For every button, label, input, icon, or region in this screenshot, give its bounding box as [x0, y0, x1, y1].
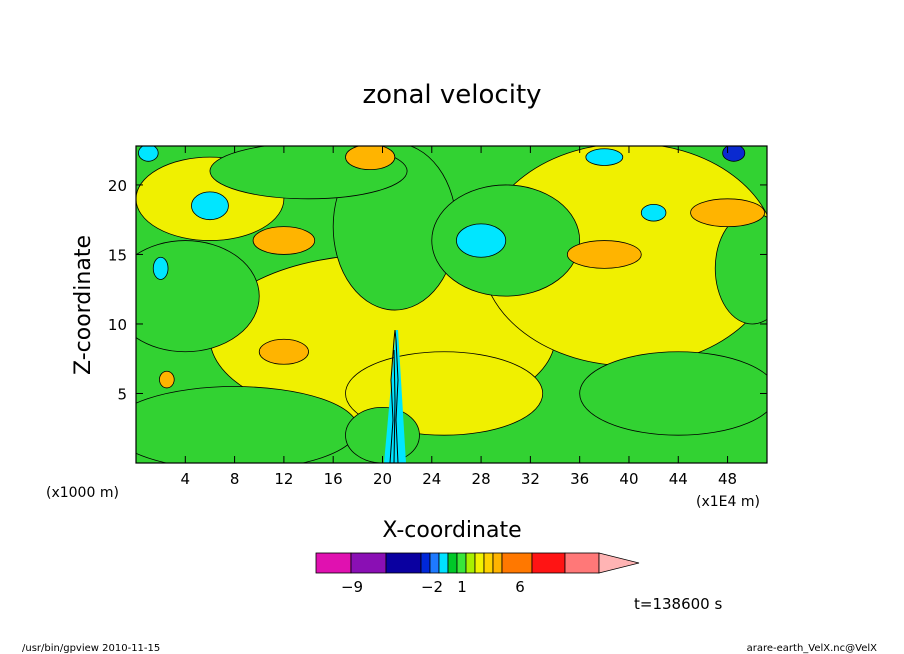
- contour-region-8: [579, 351, 767, 436]
- x-axis-title: X-coordinate: [382, 518, 521, 543]
- contour-region-18: [690, 198, 765, 228]
- jet-feature: [384, 329, 406, 463]
- y-axis: 5 10 15 20: [108, 177, 767, 403]
- contour-region-23: [159, 370, 175, 389]
- x-tick-label: 24: [422, 470, 441, 488]
- colorbar-segment: [350, 552, 387, 574]
- colorbar: −9 −2 1 6: [315, 552, 640, 596]
- colorbar-label: 6: [515, 578, 525, 596]
- x-tick-label: 44: [669, 470, 688, 488]
- contour-region-9: [714, 212, 767, 325]
- plot-area: [135, 145, 768, 464]
- x-axis: 4 8 12 16 20 24 28 32 36 40 44 48: [181, 146, 737, 488]
- x-tick-label: 8: [230, 470, 240, 488]
- colorbar-segment: [465, 552, 476, 574]
- colorbar-segment: [385, 552, 422, 574]
- colorbar-segment: [447, 552, 458, 574]
- colorbar-label: 1: [457, 578, 467, 596]
- colorbar-label: −9: [341, 578, 363, 596]
- contour-region-20: [566, 240, 642, 269]
- x-tick-label: 16: [324, 470, 343, 488]
- x-tick-label: 12: [274, 470, 293, 488]
- colorbar-extension: [598, 552, 640, 574]
- contour-region-11: [345, 406, 420, 463]
- x-tick-label: 36: [570, 470, 589, 488]
- contour-line: [394, 329, 399, 463]
- colorbar-segment: [474, 552, 485, 574]
- x-tick-label: 40: [619, 470, 638, 488]
- x-tick-label: 48: [718, 470, 737, 488]
- y-tick-label: 20: [108, 177, 127, 195]
- x-tick-label: 4: [181, 470, 191, 488]
- colorbar-segment: [438, 552, 449, 574]
- x-tick-label: 32: [521, 470, 540, 488]
- x-tick-label: 28: [472, 470, 491, 488]
- contour-region-22: [345, 146, 396, 171]
- plot-frame: [135, 145, 768, 464]
- contour-region-17: [138, 146, 159, 162]
- y-tick-label: 10: [108, 316, 127, 334]
- contour-line: [389, 329, 396, 463]
- source-footer: /usr/bin/gpview 2010-11-15: [22, 643, 160, 654]
- time-label: t=138600 s: [634, 595, 722, 613]
- colorbar-segment: [315, 552, 352, 574]
- contour-region-13: [191, 191, 229, 221]
- contour-region-19: [252, 226, 316, 255]
- y-unit-label: (x1000 m): [46, 485, 119, 501]
- contour-region-16: [640, 203, 667, 222]
- x-unit-label: (x1E4 m): [696, 494, 760, 510]
- y-tick-label: 5: [117, 385, 127, 403]
- contour-region-14: [152, 256, 169, 280]
- chart-title: zonal velocity: [362, 80, 541, 110]
- y-axis-title: Z-coordinate: [71, 235, 96, 375]
- file-footer: arare-earth_VelX.nc@VelX: [747, 643, 878, 654]
- contour-line: [393, 349, 396, 463]
- colorbar-segment: [429, 552, 440, 574]
- contour-region-5: [136, 240, 260, 353]
- colorbar-segment: [420, 552, 431, 574]
- colorbar-segment: [483, 552, 494, 574]
- colorbar-segment: [531, 552, 566, 574]
- x-tick-label: 20: [373, 470, 392, 488]
- colorbar-segment: [501, 552, 533, 574]
- contour-region-24: [722, 146, 746, 162]
- colorbar-label: −2: [421, 578, 443, 596]
- colorbar-segment: [456, 552, 467, 574]
- y-tick-label: 15: [108, 246, 127, 264]
- contour-region-15: [585, 148, 624, 166]
- contour-fills: [136, 146, 767, 463]
- colorbar-segment: [492, 552, 503, 574]
- contour-region-12: [456, 223, 507, 258]
- contour-region-21: [258, 338, 309, 365]
- colorbar-segment: [564, 552, 600, 574]
